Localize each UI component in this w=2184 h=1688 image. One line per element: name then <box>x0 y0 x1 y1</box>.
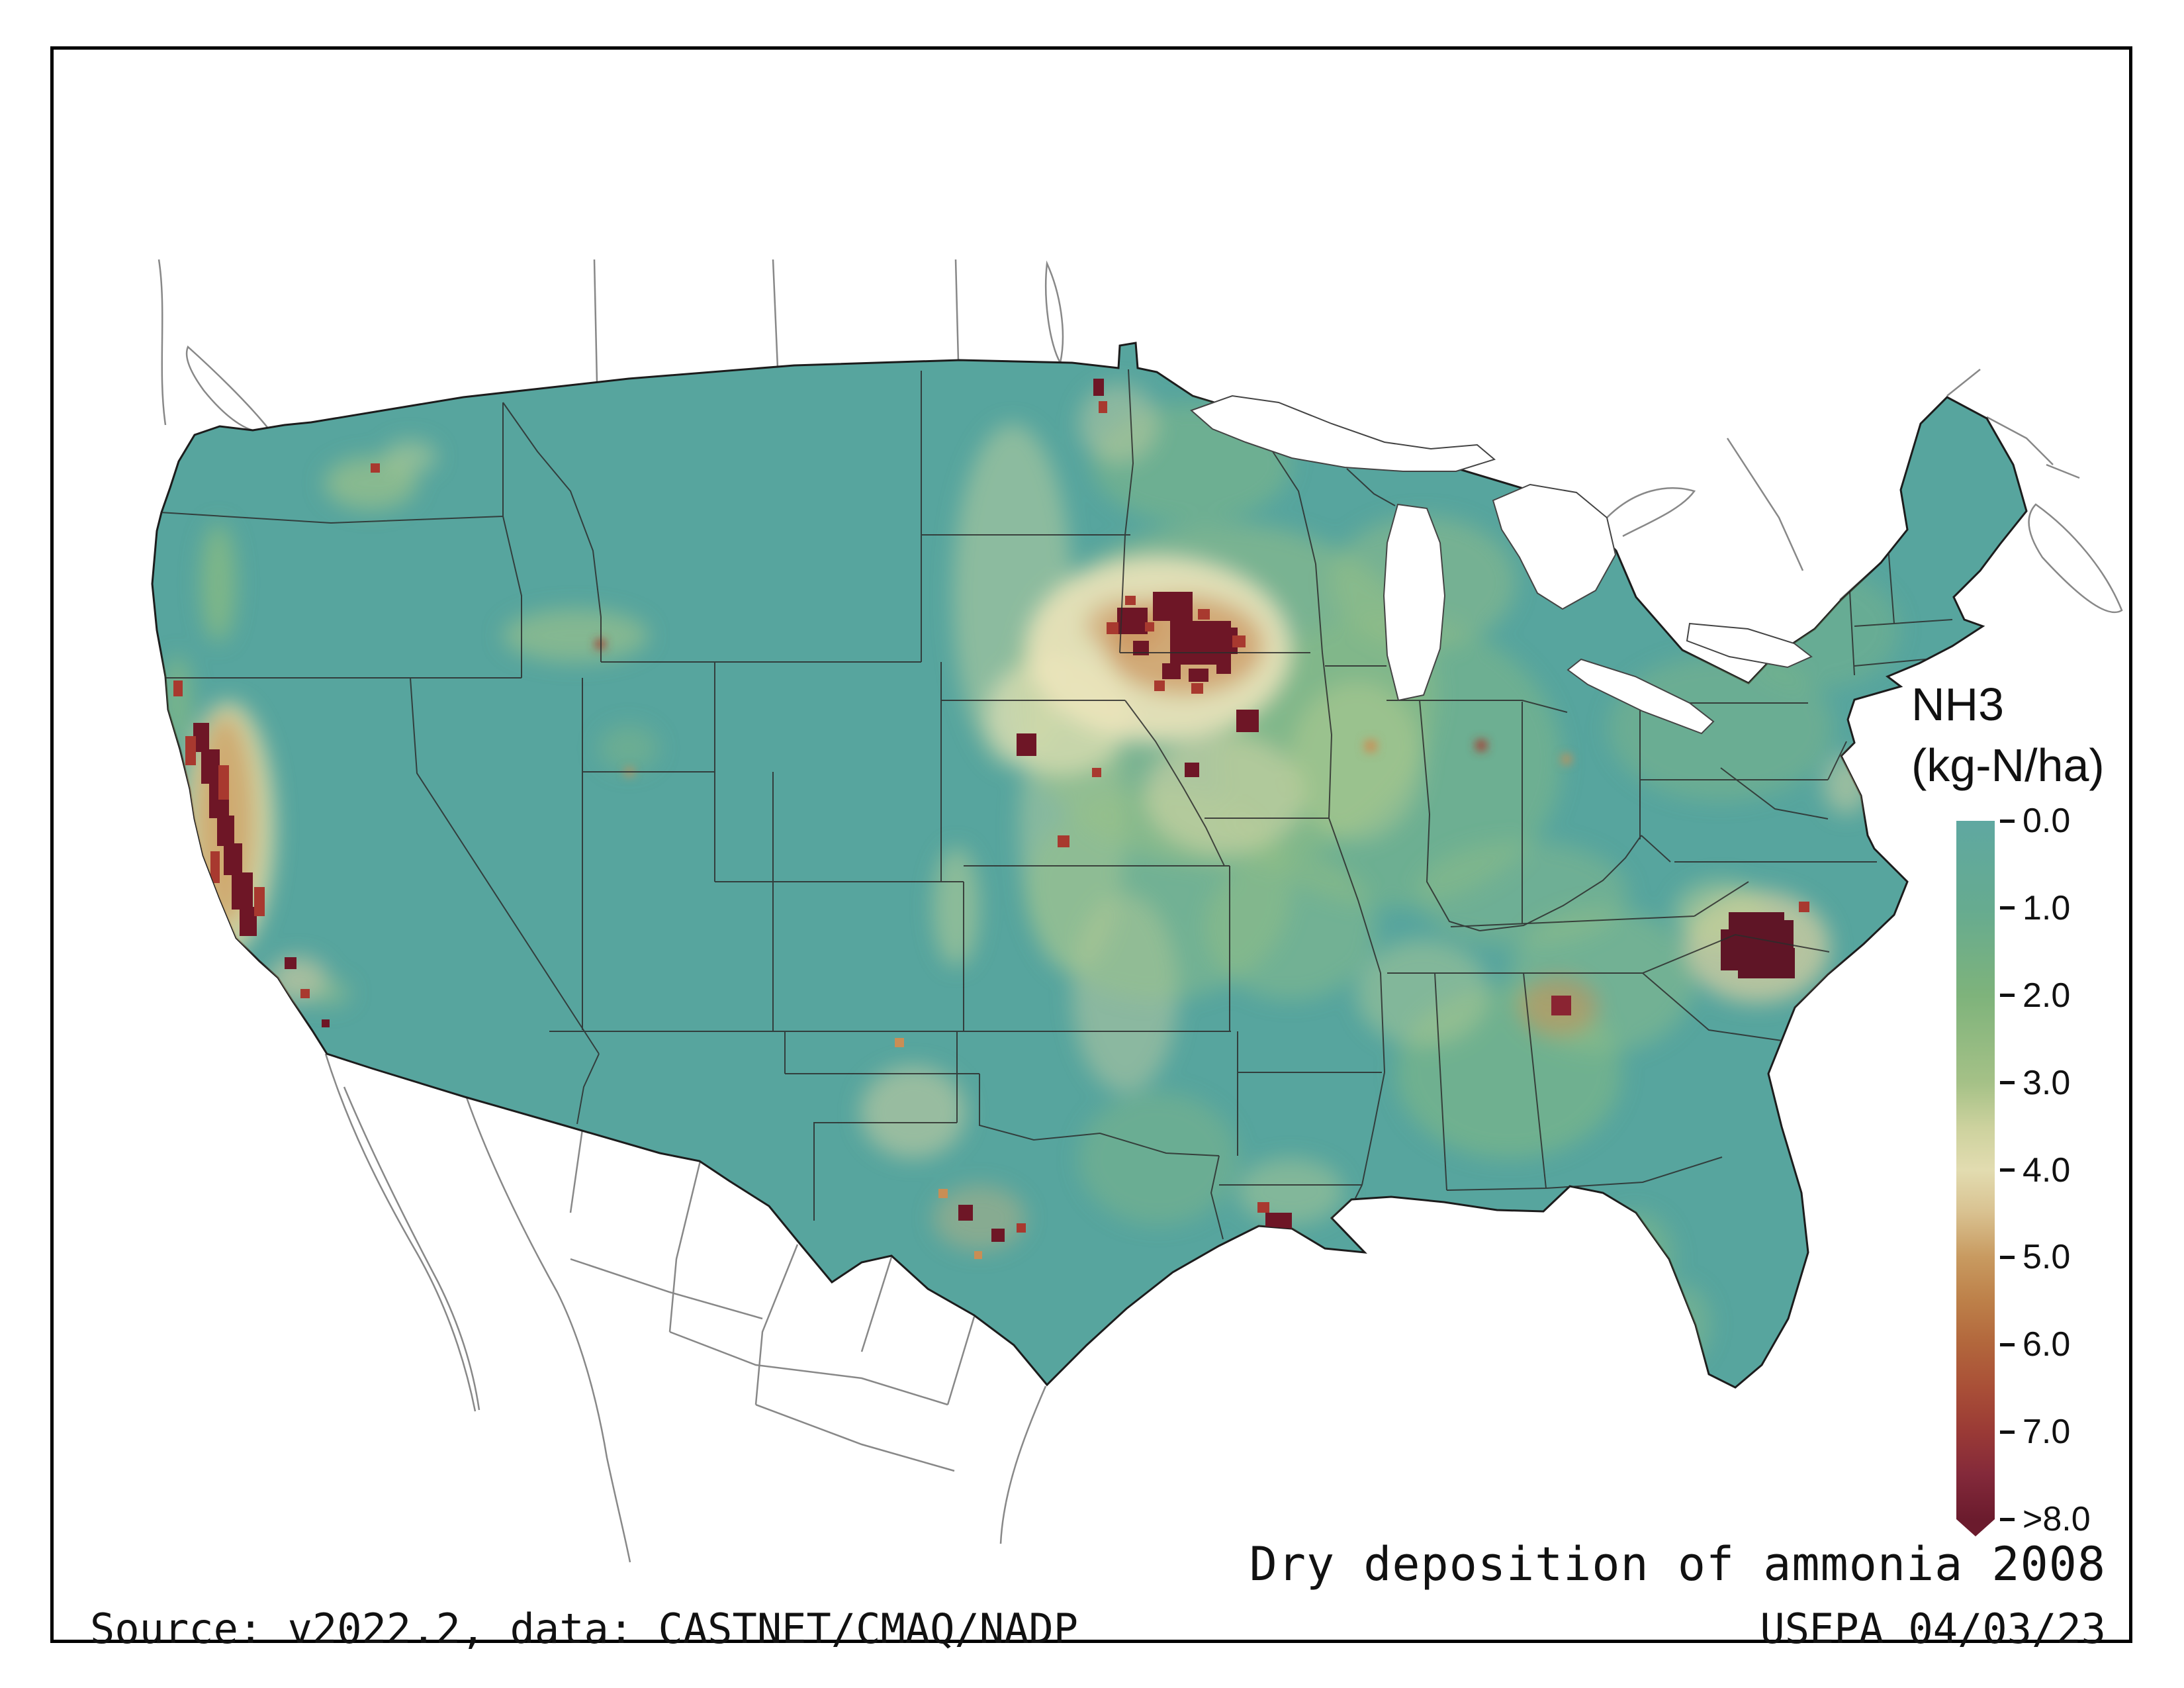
lake-ontario <box>1686 622 1813 669</box>
lake-superior <box>1190 395 1496 472</box>
legend-tick-row: 3.0 <box>2000 1063 2070 1103</box>
legend-tick-row: >8.0 <box>2000 1499 2091 1539</box>
legend-tick-row: 5.0 <box>2000 1237 2070 1277</box>
legend-title: NH3 <box>1911 679 2005 730</box>
lake-erie <box>1567 658 1715 735</box>
legend-title-block: NH3 (kg-N/ha) <box>1911 674 2105 796</box>
legend-tick-row: 4.0 <box>2000 1150 2070 1190</box>
hotspot-texas <box>895 1038 1026 1259</box>
legend-units: (kg-N/ha) <box>1911 739 2105 792</box>
great-lakes <box>1190 395 1813 735</box>
lake-winnipeg <box>1045 260 1064 365</box>
hotspot-washington <box>371 463 380 473</box>
hotspot-minnesota <box>1093 379 1107 413</box>
legend-tick-label: 4.0 <box>2023 1150 2071 1190</box>
tick-mark <box>2000 1255 2015 1259</box>
tick-mark <box>2000 994 2015 998</box>
legend-tick-row: 0.0 <box>2000 801 2070 841</box>
hotspot-north-carolina <box>1721 902 1809 978</box>
source-caption: Source: v2022.2, data: CASTNET/CMAQ/NADP <box>90 1605 1079 1653</box>
tick-mark <box>2000 1342 2015 1346</box>
legend-tick-label: 0.0 <box>2023 802 2071 840</box>
legend-tick-label: 7.0 <box>2023 1413 2071 1452</box>
map-title-caption: Dry deposition of ammonia 2008 <box>1249 1537 2106 1591</box>
legend-tick-row: 7.0 <box>2000 1412 2070 1452</box>
tick-mark <box>2000 906 2015 910</box>
lake-michigan <box>1383 503 1446 702</box>
legend-colorbar <box>1956 821 1995 1519</box>
hotspot-central-valley <box>173 680 330 1027</box>
legend-tick-label: 1.0 <box>2023 888 2071 927</box>
legend-tick-row: 6.0 <box>2000 1325 2070 1364</box>
legend-tick-label: 2.0 <box>2023 976 2071 1015</box>
legend-tick-label: 5.0 <box>2023 1238 2071 1277</box>
legend-tick-label: >8.0 <box>2023 1500 2091 1538</box>
legend-tick-row: 1.0 <box>2000 888 2070 928</box>
tick-mark <box>2000 1430 2015 1434</box>
tick-mark <box>2000 1168 2015 1172</box>
tick-mark <box>2000 819 2015 823</box>
tick-mark <box>2000 1517 2015 1521</box>
legend-tick-row: 2.0 <box>2000 976 2070 1015</box>
vancouver-island <box>185 345 270 432</box>
tick-mark <box>2000 1081 2015 1085</box>
agency-date-caption: USEPA 04/03/23 <box>1760 1605 2106 1653</box>
legend-tick-label: 6.0 <box>2023 1325 2071 1364</box>
legend-tick-label: 3.0 <box>2023 1063 2071 1102</box>
nova-scotia <box>2028 503 2123 614</box>
mexico-outline-lines <box>324 1053 1047 1563</box>
legend-tick-labels: 0.0 1.0 2.0 3.0 4.0 5.0 6.0 7.0 >8.0 <box>2000 802 2159 1538</box>
legend-colorbar-tip <box>1956 1519 1995 1536</box>
scattered-specks <box>596 639 1571 776</box>
lake-huron <box>1492 483 1617 610</box>
hotspot-georgia <box>1551 996 1571 1015</box>
